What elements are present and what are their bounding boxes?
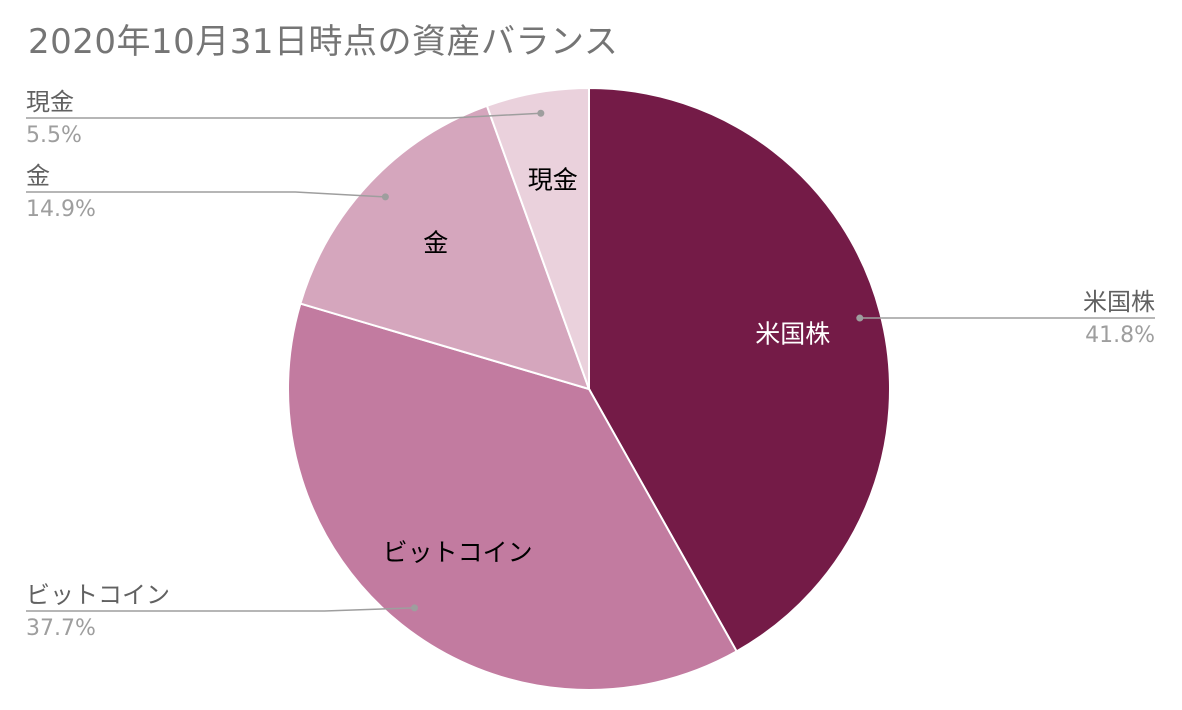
callout-line [26,191,386,198]
callout-percent: 14.9% [26,197,96,222]
callout-percent: 41.8% [1085,323,1155,348]
callout-line [26,112,541,119]
callout-percent: 37.7% [26,616,96,641]
pie-slice-label: 現金 [528,165,578,194]
callout-name: 米国株 [1083,288,1155,316]
pie-slice [588,86,891,653]
pie-slice-label: 金 [423,228,448,257]
callout-line [26,607,415,612]
pie-slice [485,86,590,390]
pie-slice-label: ビットコイン [383,538,533,567]
pie-slice [287,302,738,691]
callout-name: 金 [26,162,50,190]
pie-slice-label: 米国株 [755,320,830,349]
callout-name: 現金 [26,88,74,116]
callout-percent: 5.5% [26,123,82,148]
chart-title: 2020年10月31日時点の資産バランス [28,22,619,62]
pie-slice [299,104,591,391]
pie-slices [287,86,891,691]
callout-name: ビットコイン [26,581,170,609]
pie-callouts: 米国株 41.8% ビットコイン 37.7% 金 14.9% 現金 5.5% [26,88,1155,641]
